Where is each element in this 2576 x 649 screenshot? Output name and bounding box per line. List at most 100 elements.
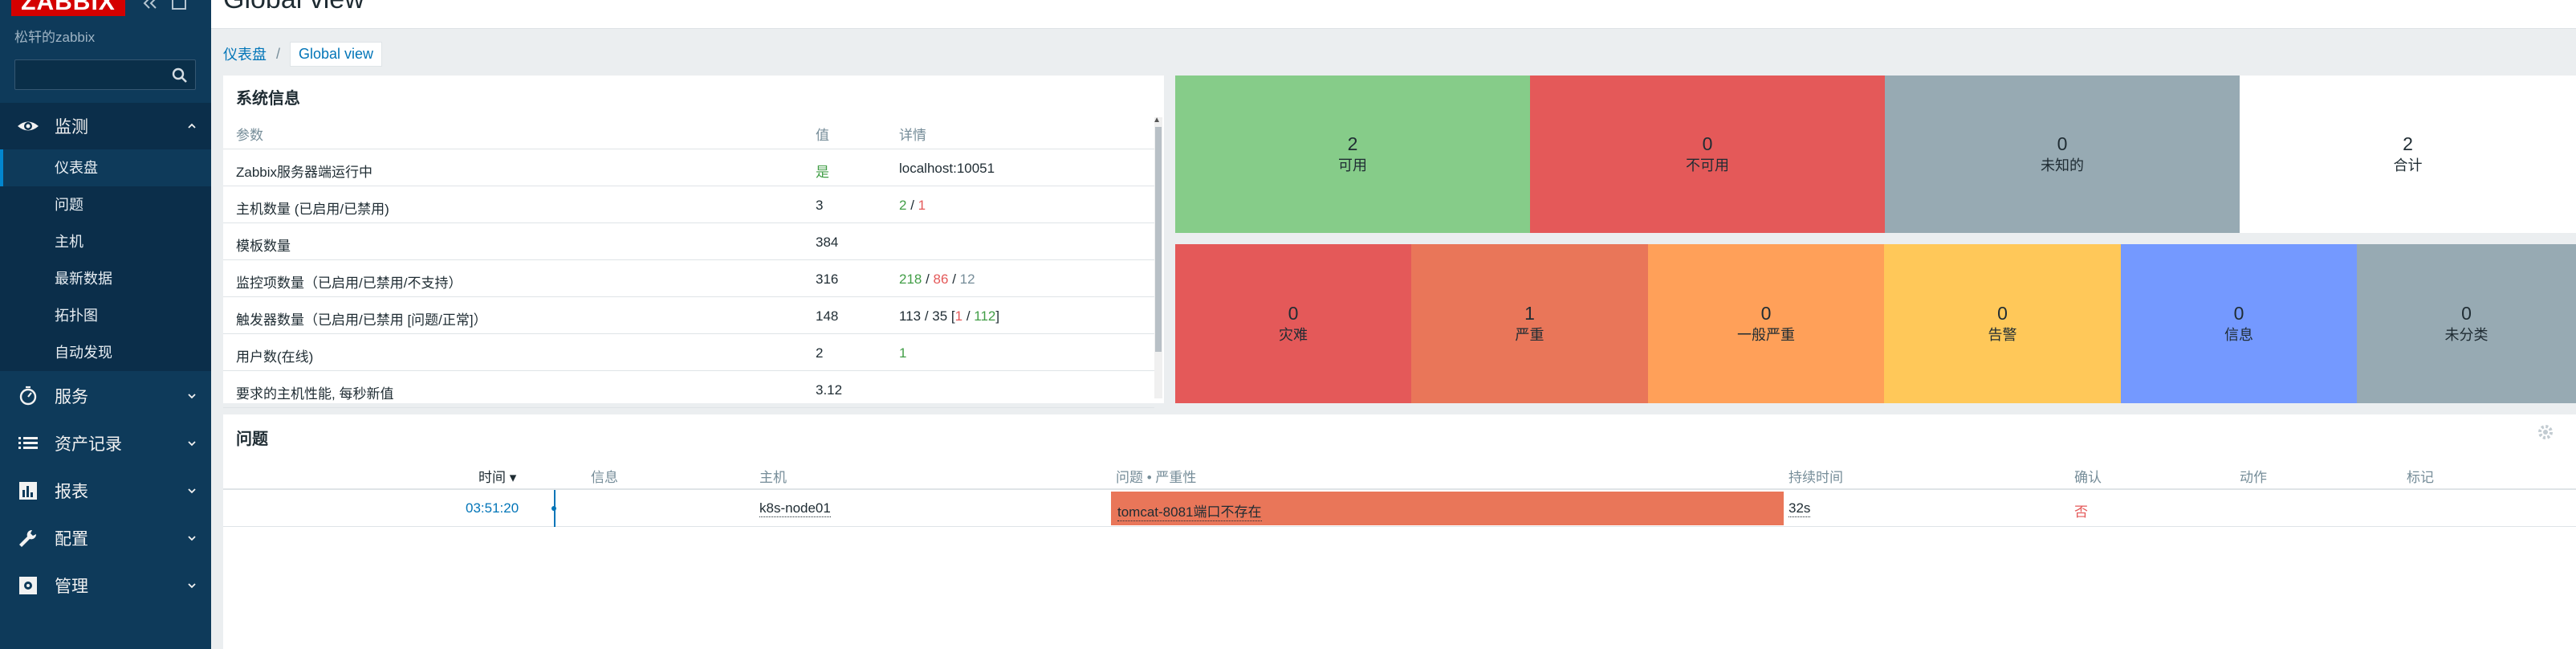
unknown-count: 0 (2057, 133, 2068, 154)
search-icon[interactable] (171, 67, 189, 84)
param-cell: 主机数量 (已启用/已禁用) (236, 202, 389, 217)
host-availability-unknown[interactable]: 0 未知的 (1885, 76, 2240, 233)
problem-ack-link[interactable]: 否 (2074, 504, 2088, 520)
severity-average[interactable]: 0 一般严重 (1648, 244, 1884, 403)
menu-label: 资产记录 (55, 435, 122, 454)
problem-name-link[interactable]: tomcat-8081端口不存在 (1117, 500, 1262, 521)
menu-label: 服务 (55, 388, 88, 406)
menu-label: 监测 (55, 118, 88, 137)
sidebar-item-hosts[interactable]: 主机 (55, 234, 83, 250)
online-count: 1 (899, 345, 907, 361)
unsupported-count: 12 (959, 271, 975, 287)
breadcrumb: 仪表盘 / Global view (223, 40, 383, 67)
available-label: 可用 (1338, 157, 1367, 173)
widget-title: 问题 (236, 431, 268, 448)
breadcrumb-current[interactable]: Global view (290, 41, 383, 67)
host-availability-total[interactable]: 2 合计 (2240, 76, 2576, 233)
table-row: 模板数量 384 (223, 223, 1154, 260)
host-availability-available[interactable]: 2 可用 (1175, 76, 1530, 233)
param-cell: Zabbix服务器端运行中 (236, 165, 373, 180)
details-cell: 113 / 35 [1 / 112] (899, 308, 999, 324)
wrench-icon (19, 529, 37, 547)
system-info-table: 参数 值 详情 Zabbix服务器端运行中 是 localhost:10051 … (223, 112, 1154, 408)
param-cell: 用户数(在线) (236, 349, 314, 365)
menu-inventory[interactable]: 资产记录 (0, 420, 211, 467)
high-count: 1 (1524, 303, 1535, 324)
column-header-details: 详情 (899, 128, 926, 143)
enabled-count: 218 (899, 271, 922, 287)
problem-severity-cell: tomcat-8081端口不存在 (1111, 492, 1784, 525)
column-header-host[interactable]: 主机 (759, 470, 787, 485)
problems-table-header: 时间 ▾ 信息 主机 问题 • 严重性 持续时间 确认 动作 标记 (223, 456, 2576, 490)
available-count: 2 (1347, 133, 1358, 154)
collapse-sidebar-icon[interactable] (141, 0, 159, 10)
value-cell: 148 (816, 308, 839, 324)
enabled-count: 2 (899, 198, 907, 213)
zabbix-logo[interactable]: ZABBIX (11, 0, 125, 16)
chevron-down-icon (188, 441, 196, 447)
table-row: 03:51:20 k8s-node01 tomcat-8081端口不存在 32s… (223, 490, 2576, 527)
total-count: 2 (2403, 133, 2413, 154)
problem-host-link[interactable]: k8s-node01 (759, 500, 831, 517)
table-row: 监控项数量（已启用/已禁用/不支持） 316 218 / 86 / 12 (223, 260, 1154, 297)
column-header-value: 值 (816, 128, 829, 143)
widget-title: 系统信息 (236, 90, 300, 108)
menu-reports[interactable]: 报表 (0, 467, 211, 514)
disaster-count: 0 (1288, 303, 1299, 324)
details-cell: 2 / 1 (899, 198, 926, 213)
sidebar-item-dashboard[interactable]: 仪表盘 (0, 149, 211, 186)
enabled-disabled-text: 113 / 35 [ (899, 308, 955, 324)
problem-duration-link[interactable]: 32s (1789, 500, 1811, 517)
separator-text: / (962, 308, 975, 324)
scroll-up-arrow[interactable]: ▲ (1153, 116, 1161, 124)
chevron-down-icon (188, 583, 196, 589)
host-availability-unavailable[interactable]: 0 不可用 (1530, 76, 1885, 233)
menu-monitoring[interactable]: 监测 (0, 103, 211, 149)
severity-not-classified[interactable]: 0 未分类 (2357, 244, 2576, 403)
not-classified-label: 未分类 (2444, 327, 2489, 343)
gear-icon[interactable] (2536, 422, 2555, 442)
table-row: 要求的主机性能, 每秒新值 3.12 (223, 371, 1154, 408)
problem-count: 1 (954, 308, 963, 324)
severity-information[interactable]: 0 信息 (2121, 244, 2357, 403)
column-header-time[interactable]: 时间 ▾ (478, 470, 517, 485)
scrollbar-thumb[interactable] (1155, 127, 1162, 352)
param-cell: 要求的主机性能, 每秒新值 (236, 386, 394, 402)
sidebar-item-maps[interactable]: 拓扑图 (55, 308, 98, 324)
problems-widget: 问题 时间 ▾ 信息 主机 问题 • 严重性 持续时间 确认 动作 标记 03:… (223, 414, 2576, 649)
sidebar-item-discovery[interactable]: 自动发现 (55, 345, 112, 361)
chevron-down-icon (188, 394, 196, 399)
unavailable-label: 不可用 (1686, 157, 1729, 173)
param-cell: 监控项数量（已启用/已禁用/不支持） (236, 276, 462, 291)
sidebar-item-latest-data[interactable]: 最新数据 (55, 271, 112, 287)
column-header-problem[interactable]: 问题 • 严重性 (1116, 470, 1197, 485)
menu-label: 配置 (55, 530, 88, 549)
problem-time-link[interactable]: 03:51:20 (466, 500, 519, 516)
severity-disaster[interactable]: 0 灾难 (1175, 244, 1411, 403)
average-label: 一般严重 (1737, 327, 1795, 343)
value-cell: 是 (816, 165, 829, 180)
high-label: 严重 (1515, 327, 1544, 343)
sidebar-item-problems[interactable]: 问题 (55, 197, 83, 213)
breadcrumb-dashboard-link[interactable]: 仪表盘 (223, 47, 267, 63)
table-row: Zabbix服务器端运行中 是 localhost:10051 (223, 149, 1154, 186)
column-header-parameter: 参数 (236, 128, 263, 143)
menu-administration[interactable]: 管理 (0, 562, 211, 609)
value-cell: 2 (816, 345, 824, 361)
scrollbar[interactable] (1154, 117, 1162, 398)
column-header-info: 信息 (591, 470, 618, 485)
menu-configuration[interactable]: 配置 (0, 515, 211, 561)
column-header-duration: 持续时间 (1789, 470, 1843, 485)
closing-bracket: ] (995, 308, 1000, 324)
warning-label: 告警 (1988, 327, 2017, 343)
page-title: Global view (223, 0, 364, 15)
severity-warning[interactable]: 0 告警 (1884, 244, 2121, 403)
disaster-label: 灾难 (1279, 327, 1308, 343)
menu-services[interactable]: 服务 (0, 373, 211, 419)
search-input[interactable] (14, 59, 196, 90)
severity-high[interactable]: 1 严重 (1411, 244, 1648, 403)
param-cell: 触发器数量（已启用/已禁用 [问题/正常]） (236, 312, 487, 328)
information-count: 0 (2233, 303, 2244, 324)
kiosk-mode-icon[interactable] (172, 0, 186, 10)
param-cell: 模板数量 (236, 239, 291, 254)
